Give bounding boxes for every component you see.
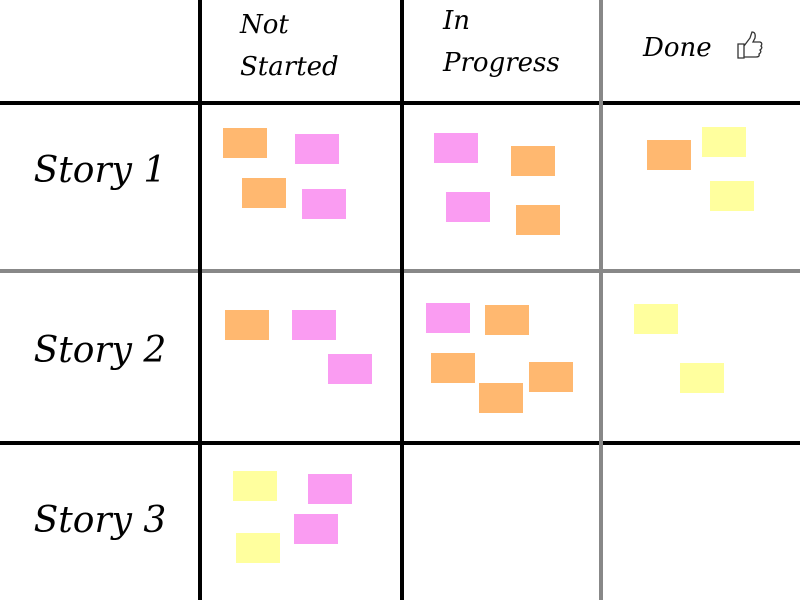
row-header: Story 3 [33,500,167,541]
sticky-note [702,127,746,157]
sticky-note [236,533,280,563]
sticky-note [295,134,339,164]
sticky-note [426,303,470,333]
sticky-note [294,514,338,544]
column-header: Done [643,33,712,63]
column-header: Not Started [240,10,339,82]
sticky-note [292,310,336,340]
sticky-note [647,140,691,170]
thumbs-up-icon [737,31,763,59]
sticky-note [710,181,754,211]
sticky-note [302,189,346,219]
thumbs-up [737,31,763,59]
row-header: Story 2 [33,330,167,371]
sticky-note [223,128,267,158]
row-header: Story 1 [33,150,167,191]
sticky-note [233,471,277,501]
sticky-note [479,383,523,413]
sticky-note [308,474,352,504]
sticky-note [431,353,475,383]
sticky-note [446,192,490,222]
sticky-note [511,146,555,176]
sticky-note [328,354,372,384]
sticky-note [242,178,286,208]
sticky-notes [223,127,754,563]
column-header: In Progress [443,6,560,78]
sticky-note [516,205,560,235]
sticky-note [485,305,529,335]
sticky-note [434,133,478,163]
sticky-note [529,362,573,392]
sticky-note [225,310,269,340]
sticky-note [634,304,678,334]
sticky-note [680,363,724,393]
